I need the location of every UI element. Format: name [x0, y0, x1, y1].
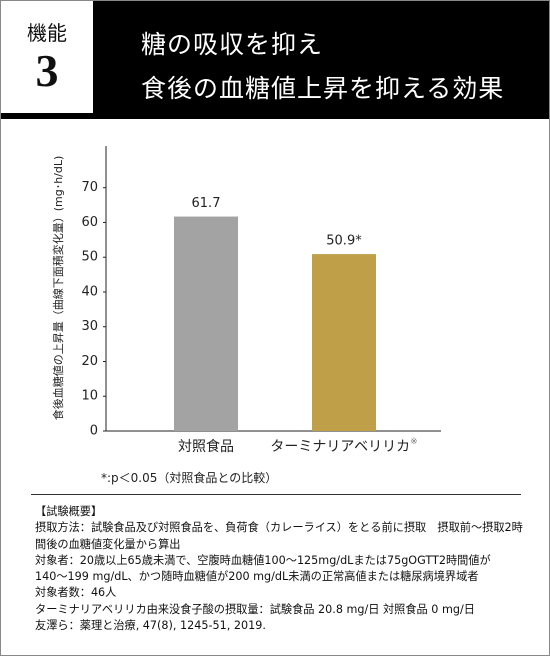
y-tick-label: 70 [81, 180, 98, 195]
x-tick-label: ターミナリアベリリカ※ [270, 437, 417, 456]
category-label: ターミナリアベリリカ [270, 439, 410, 455]
chart: 食後血糖値の上昇量（曲線下面積変化量）(mg･h/dL) 0 10 20 30 40 50… [51, 146, 441, 456]
header: 機能 3 糖の吸収を抑え 食後の血糖値上昇を抑える効果 [1, 1, 549, 119]
notes-line: 140～199 mg/dL、かつ随時血糖値が200 mg/dL未満の正常高値また… [35, 570, 479, 584]
badge-number: 3 [35, 45, 59, 96]
badge: 機能 3 [1, 1, 93, 113]
y-tick-label: 30 [81, 319, 98, 334]
bar [312, 254, 376, 431]
value-label: 50.9* [326, 234, 362, 249]
notes-line: 友澤ら：薬理と治療, 47(8), 1245-51, 2019. [35, 619, 266, 633]
y-tick-label: 40 [81, 284, 98, 299]
notes-heading: 【試験概要】 [35, 505, 103, 518]
title-line: 食後の血糖値上昇を抑える効果 [141, 74, 505, 103]
footnote: *:p＜0.05（対照食品との比較） [101, 471, 278, 485]
x-tick-label: 対照食品 [178, 438, 234, 455]
notes-line: 摂取方法：試験食品及び対照食品を、負荷食（カレーライス）をとる前に摂取 摂取前～… [35, 521, 523, 535]
y-tick-label: 10 [81, 389, 98, 404]
notes: 【試験概要】 摂取方法：試験食品及び対照食品を、負荷食（カレーライス）をとる前に… [35, 504, 525, 634]
y-tick-label: 20 [81, 354, 98, 369]
y-tick-label: 60 [81, 215, 98, 230]
category-label: 対照食品 [178, 438, 234, 455]
notes-line: ターミナリアベリリカ由来没食子酸の摂取量：試験食品 20.8 mg/日 対照食品… [35, 602, 475, 616]
y-tick-label: 50 [81, 250, 98, 265]
badge-label: 機能 [27, 21, 67, 45]
category-note: ※ [410, 437, 418, 447]
titles: 糖の吸収を抑え 食後の血糖値上昇を抑える効果 [141, 23, 504, 111]
title-line: 糖の吸収を抑え [141, 30, 324, 59]
notes-line: 対象者数：46人 [35, 586, 117, 600]
bar [174, 216, 238, 431]
notes-line: 間後の血糖値変化量から算出 [35, 537, 181, 551]
value-label: 61.7 [192, 196, 221, 211]
notes-line: 対象者：20歳以上65歳未満で、空腹時血糖値100～125mg/dLまたは75g… [35, 553, 491, 567]
separator [31, 494, 521, 495]
y-axis-label: 食後血糖値の上昇量（曲線下面積変化量）(mg･h/dL) [51, 156, 65, 421]
y-tick-label: 0 [90, 424, 98, 439]
